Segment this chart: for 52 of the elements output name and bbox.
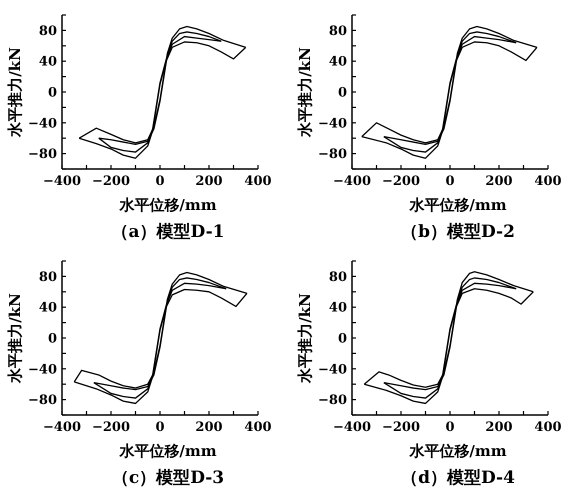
y-tick-label: 0	[338, 332, 347, 346]
x-tick-label: 0	[155, 420, 165, 435]
y-tick-label: 40	[328, 300, 347, 316]
y-axis-title: 水平推力/kN	[296, 46, 314, 138]
y-tick-label: 40	[38, 300, 57, 316]
x-tick-label: 200	[485, 420, 513, 435]
x-tick-label: 0	[155, 174, 165, 189]
x-tick-label: −200	[382, 174, 420, 189]
x-tick-label: −200	[92, 174, 130, 189]
y-tick-label: 0	[338, 86, 347, 100]
x-tick-label: −200	[382, 420, 420, 435]
x-tick-label: −400	[42, 174, 82, 189]
y-tick-label: 40	[38, 54, 57, 70]
y-axis-title: 水平推力/kN	[6, 46, 24, 138]
x-tick-label: 200	[195, 174, 223, 189]
x-tick-label: 400	[244, 420, 272, 435]
x-tick-label: −400	[332, 174, 372, 189]
y-tick-label: −40	[28, 116, 57, 132]
text: （b）模型D-2	[401, 222, 515, 242]
y-tick-label: 80	[38, 24, 57, 39]
x-tick-label: 0	[445, 420, 455, 435]
x-tick-label: 400	[244, 174, 272, 189]
y-tick-label: −80	[28, 393, 57, 408]
y-tick-label: −40	[318, 362, 347, 378]
x-tick-label: 0	[445, 174, 455, 189]
x-axis-title: 水平位移/mm	[408, 442, 507, 460]
x-axis-title: 水平位移/mm	[118, 196, 217, 214]
y-tick-label: −40	[28, 362, 57, 378]
y-tick-label: 40	[328, 54, 347, 70]
y-tick-label: 80	[328, 270, 347, 285]
x-tick-label: 400	[534, 420, 562, 435]
text: （d）模型D-4	[401, 468, 516, 488]
x-axis-title: 水平位移/mm	[118, 442, 217, 460]
text: （c）模型D-3	[112, 468, 224, 488]
y-axis-title: 水平推力/kN	[296, 292, 314, 384]
x-tick-label: 200	[195, 420, 223, 435]
x-axis-title: 水平位移/mm	[408, 196, 507, 214]
y-tick-label: 80	[328, 24, 347, 39]
x-tick-label: 200	[485, 174, 513, 189]
x-tick-label: 400	[534, 174, 562, 189]
x-tick-label: −400	[332, 420, 372, 435]
y-axis-title: 水平推力/kN	[6, 292, 24, 384]
y-tick-label: 0	[48, 86, 57, 100]
x-tick-label: −400	[42, 420, 82, 435]
y-tick-label: 0	[48, 332, 57, 346]
x-tick-label: −200	[92, 420, 130, 435]
y-tick-label: −40	[318, 116, 347, 132]
text: （a）模型D-1	[112, 222, 224, 242]
y-tick-label: 80	[38, 270, 57, 285]
y-tick-label: −80	[28, 147, 57, 162]
y-tick-label: −80	[318, 393, 347, 408]
y-tick-label: −80	[318, 147, 347, 162]
